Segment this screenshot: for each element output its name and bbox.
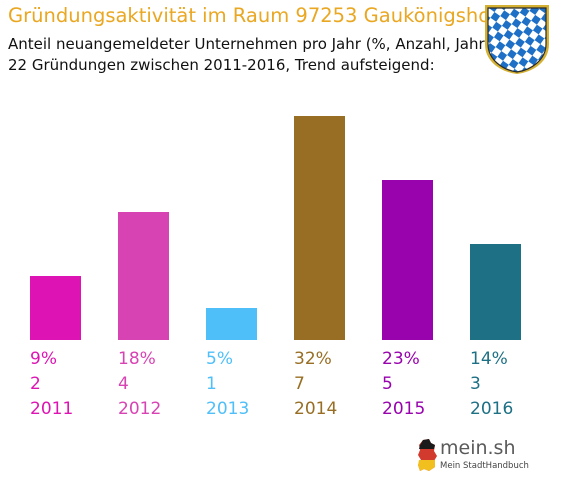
bar-2011 (30, 276, 81, 340)
chart-subtitle-line-2: 22 Gründungen zwischen 2011-2016, Trend … (8, 56, 435, 74)
germany-map-icon (418, 439, 437, 471)
year-label-2014: 2014 (294, 399, 337, 419)
logo-tagline: Mein StadtHandbuch (440, 461, 529, 471)
bar-2015 (382, 180, 433, 340)
chart-subtitle-line-1: Anteil neuangemeldeter Unternehmen pro J… (8, 35, 491, 53)
count-label-2012: 4 (118, 374, 129, 394)
year-label-2015: 2015 (382, 399, 425, 419)
count-label-2013: 1 (206, 374, 217, 394)
chart-title: Gründungsaktivität im Raum 97253 Gauköni… (8, 4, 522, 27)
percent-label-2013: 5% (206, 349, 233, 369)
percent-label-2012: 18% (118, 349, 156, 369)
bar-2013 (206, 308, 257, 340)
percent-label-2016: 14% (470, 349, 508, 369)
bar-2016 (470, 244, 521, 340)
percent-label-2011: 9% (30, 349, 57, 369)
year-label-2011: 2011 (30, 399, 73, 419)
count-label-2014: 7 (294, 374, 305, 394)
bavaria-coat-of-arms-icon (485, 5, 549, 74)
year-label-2012: 2012 (118, 399, 161, 419)
bar-2014 (294, 116, 345, 340)
count-label-2011: 2 (30, 374, 41, 394)
logo-name: mein.sh (440, 437, 516, 459)
year-label-2016: 2016 (470, 399, 513, 419)
mein-sh-logo: mein.sh Mein StadtHandbuch (416, 434, 529, 476)
bar-2012 (118, 212, 169, 340)
year-label-2013: 2013 (206, 399, 249, 419)
percent-label-2015: 23% (382, 349, 420, 369)
count-label-2015: 5 (382, 374, 393, 394)
count-label-2016: 3 (470, 374, 481, 394)
percent-label-2014: 32% (294, 349, 332, 369)
